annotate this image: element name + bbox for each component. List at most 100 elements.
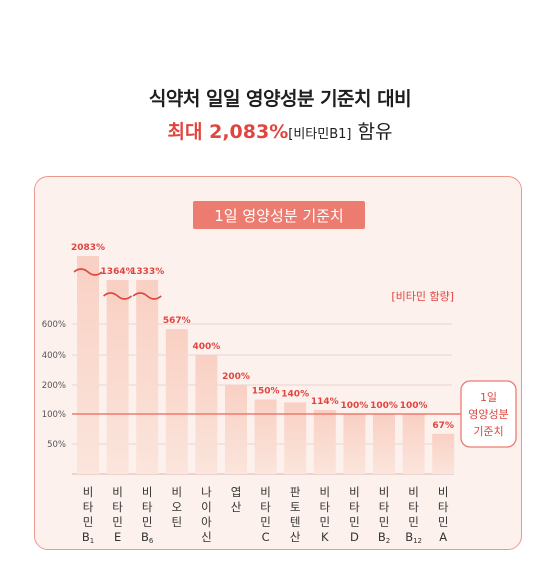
category-label-char: E	[114, 530, 121, 544]
category-label-char: 타	[379, 500, 390, 514]
category-label-char: 타	[112, 500, 123, 514]
bar-5	[225, 385, 247, 474]
value-label: 150%	[252, 387, 280, 397]
value-label: 200%	[222, 372, 250, 382]
value-label: 114%	[311, 397, 339, 407]
category-label-char: 틴	[172, 515, 183, 529]
category-label-char: 산	[231, 500, 242, 514]
bar-0	[77, 256, 99, 474]
y-tick-label: 200%	[42, 381, 66, 391]
category-label-char: 타	[142, 500, 153, 514]
bar-9	[343, 414, 366, 474]
category-label-char: 비	[349, 485, 360, 499]
bar-1	[106, 280, 129, 474]
value-label: 400%	[192, 342, 220, 352]
value-label: 100%	[400, 401, 428, 411]
bar-7	[284, 402, 307, 474]
category-label-char: 판	[290, 485, 301, 499]
axis-break-mark	[73, 268, 103, 276]
category-label-char: 텐	[290, 515, 301, 529]
reference-label-line: 기준치	[473, 425, 503, 438]
value-label: 100%	[340, 401, 368, 411]
category-label-char: 엽	[231, 485, 242, 499]
category-label-char: 신	[201, 530, 212, 544]
category-subscript: 2	[386, 537, 390, 545]
category-label-char: 비	[172, 485, 183, 499]
category-label-char: 타	[408, 500, 419, 514]
category-letter: B	[82, 530, 90, 544]
category-subscript: 1	[90, 537, 94, 545]
headline-line-1: 식약처 일일 영양성분 기준치 대비	[148, 88, 412, 110]
bar-2	[136, 280, 159, 474]
category-label-char: K	[321, 530, 329, 544]
bar-10	[373, 414, 395, 474]
category-letter: B	[405, 530, 413, 544]
category-label-char: 타	[320, 500, 331, 514]
category-label-char: 나	[201, 485, 212, 499]
value-label: 140%	[281, 389, 309, 399]
category-label-char: 비	[83, 485, 94, 499]
category-label-char: 비	[320, 485, 331, 499]
category-label-char: 타	[349, 500, 360, 514]
category-label-char: D	[350, 530, 359, 544]
category-label-char: 토	[290, 500, 301, 514]
bar-3	[165, 329, 188, 474]
category-label-char: 비	[260, 485, 271, 499]
category-letter: B	[141, 530, 149, 544]
y-tick-label: 100%	[42, 410, 66, 420]
reference-label-line: 1일	[480, 390, 497, 404]
category-label-char: 민	[260, 515, 271, 529]
category-label-char: B2	[378, 530, 390, 545]
category-label-char: 타	[260, 500, 271, 514]
reference-callout	[460, 380, 517, 448]
category-label-char: B12	[405, 530, 422, 545]
headline-suffix: 함유	[351, 121, 393, 143]
category-label-char: 민	[112, 515, 123, 529]
category-label-char: 비	[408, 485, 419, 499]
value-label: 1333%	[130, 267, 164, 277]
legend-label: [비타민 함량]	[391, 290, 454, 303]
category-label-char: 민	[320, 515, 331, 529]
y-tick-label: 600%	[42, 320, 66, 330]
category-label-char: 오	[172, 500, 183, 514]
headline-highlight: 최대 2,083%	[167, 121, 289, 143]
category-label-char: B1	[82, 530, 94, 545]
category-label-char: 비	[112, 485, 123, 499]
category-label-char: A	[439, 530, 447, 544]
bar-12	[432, 433, 455, 474]
value-label: 2083%	[71, 243, 105, 253]
category-label-char: 민	[438, 515, 449, 529]
category-label-char: B6	[141, 530, 154, 545]
axis-break-mark	[132, 292, 162, 300]
headline-note: [비타민B1]	[288, 127, 352, 142]
category-label-char: 이	[201, 500, 212, 514]
category-subscript: 12	[413, 537, 422, 545]
category-label-char: 비	[438, 485, 449, 499]
chart-title: 1일 영양성분 기준치	[193, 201, 365, 229]
category-label-char: 민	[83, 515, 94, 529]
category-label-char: 비	[142, 485, 153, 499]
category-label-char: 민	[408, 515, 419, 529]
bar-6	[254, 399, 277, 474]
value-label: 1364%	[101, 267, 135, 277]
value-label: 67%	[432, 421, 454, 431]
category-label-char: 비	[379, 485, 390, 499]
y-tick-label: 50%	[47, 440, 66, 450]
headline-line-2: 최대 2,083%[비타민B1] 함유	[0, 117, 560, 144]
category-subscript: 6	[149, 537, 154, 545]
category-label-char: 민	[349, 515, 360, 529]
bar-8	[313, 409, 336, 474]
category-label-char: 산	[290, 530, 301, 544]
category-label-char: C	[262, 530, 270, 544]
category-label-char: 민	[142, 515, 153, 529]
value-label: 100%	[370, 401, 398, 411]
y-tick-label: 400%	[42, 351, 66, 361]
category-label-char: 민	[379, 515, 390, 529]
value-label: 567%	[163, 316, 191, 326]
category-label-char: 타	[83, 500, 94, 514]
category-label-char: 타	[438, 500, 449, 514]
bar-11	[402, 414, 425, 474]
category-letter: B	[378, 530, 386, 544]
category-label-char: 아	[201, 515, 212, 529]
